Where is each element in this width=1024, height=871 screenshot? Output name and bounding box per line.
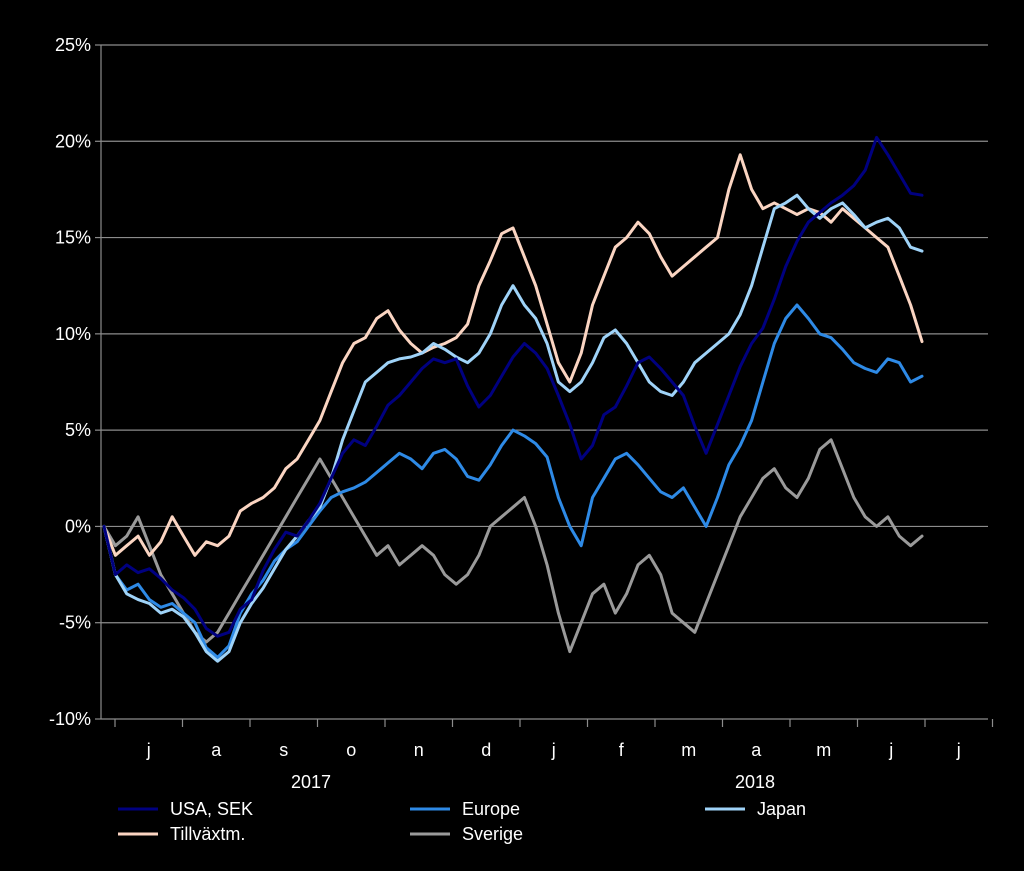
gridlines <box>101 44 988 624</box>
series-line-japan <box>102 193 924 663</box>
legend: USA, SEK Europe Japan Tillväxtm. Sverige <box>118 799 806 844</box>
year-label: 2018 <box>735 772 775 792</box>
series-lines <box>102 135 924 663</box>
x-tick-label: j <box>888 740 893 760</box>
y-tick-label: 10% <box>55 324 91 344</box>
y-tick-label: 0% <box>65 516 91 536</box>
x-tick-label: m <box>816 740 831 760</box>
x-tick-label: j <box>551 740 556 760</box>
x-tick-label: j <box>956 740 961 760</box>
x-tick-label: a <box>211 740 222 760</box>
y-tick-label: -5% <box>59 613 91 633</box>
x-tick-label: s <box>279 740 288 760</box>
series-line-sverige <box>102 438 924 654</box>
x-tick-label: j <box>146 740 151 760</box>
series-line-tillv-xtm <box>102 153 924 557</box>
y-tick-label: 15% <box>55 228 91 248</box>
legend-label: Tillväxtm. <box>170 824 245 844</box>
x-tick-label: n <box>414 740 424 760</box>
x-tick-label: f <box>619 740 625 760</box>
x-tick-label: m <box>681 740 696 760</box>
y-tick-label: 5% <box>65 420 91 440</box>
legend-label: Japan <box>757 799 806 819</box>
x-tick-label: o <box>346 740 356 760</box>
x-tick-label: d <box>481 740 491 760</box>
series-line-usa-sek <box>102 135 924 638</box>
legend-label: USA, SEK <box>170 799 253 819</box>
axes <box>100 45 988 720</box>
series-line-europe <box>102 303 924 659</box>
year-labels: 2017 2018 <box>291 772 775 792</box>
y-tick-label: -10% <box>49 709 91 729</box>
year-label: 2017 <box>291 772 331 792</box>
legend-label: Sverige <box>462 824 523 844</box>
y-tick-label: 20% <box>55 131 91 151</box>
x-tick-label: a <box>751 740 762 760</box>
legend-label: Europe <box>462 799 520 819</box>
y-tick-label: 25% <box>55 35 91 55</box>
y-axis-ticks: 25% 20% 15% 10% 5% 0% -5% -10% <box>49 35 101 729</box>
